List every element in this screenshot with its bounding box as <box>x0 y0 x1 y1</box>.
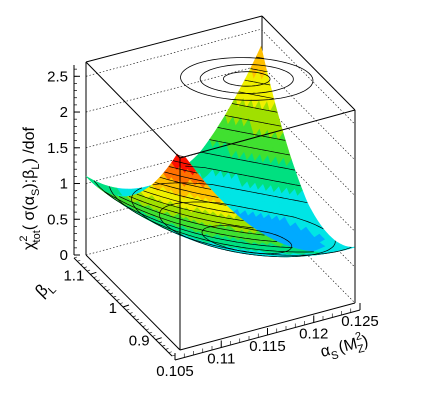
z-axis-title: χ2tot( σ(αS);βL) /dof <box>18 127 43 250</box>
y-minor-tick <box>165 348 169 350</box>
y-tick-label: 0.9 <box>129 333 150 350</box>
top-contours <box>180 57 314 101</box>
surface-contour-14 <box>168 166 198 174</box>
box-edge-floor-right <box>179 302 356 351</box>
y-minor-tick <box>162 344 166 347</box>
y-minor-tick <box>113 295 117 298</box>
y-minor-tick <box>122 305 127 308</box>
y-minor-tick <box>132 315 136 318</box>
y-minor-tick <box>86 269 91 272</box>
y-minor-tick <box>106 289 110 291</box>
y-minor-tick <box>103 286 107 288</box>
y-minor-tick <box>145 328 149 331</box>
box-edge-top-right <box>179 109 356 159</box>
y-minor-tick <box>168 351 172 354</box>
y-minor-tick <box>116 299 120 301</box>
surface-contour-12 <box>159 56 264 190</box>
gridline-3 <box>85 100 356 196</box>
z-tick-label: 2 <box>60 104 68 121</box>
y-minor-tick <box>149 331 153 334</box>
y-minor-tick <box>129 312 133 314</box>
y-minor-tick <box>77 259 81 262</box>
y-minor-tick <box>100 282 104 285</box>
y-minor-tick <box>109 292 114 295</box>
surface-contour-15 <box>172 160 191 166</box>
gridline-2 <box>85 136 356 232</box>
y-minor-tick <box>126 308 130 311</box>
gridline-5 <box>85 28 356 125</box>
top-contour-0 <box>223 71 271 87</box>
y-minor-tick <box>83 266 87 269</box>
surface-contour-4 <box>93 151 295 248</box>
x-tick-label: 0.115 <box>249 338 285 355</box>
z-axis: 0 0.5 1 1.5 2 2.5 <box>47 65 80 264</box>
top-contour-2 <box>180 57 314 101</box>
y-minor-tick <box>155 338 159 340</box>
x-axis: 0.105 0.11 0.115 0.12 0.125 <box>156 303 379 380</box>
top-contour-1 <box>199 64 294 94</box>
gridline-4 <box>85 64 356 161</box>
y-minor-tick <box>93 276 97 278</box>
x-axis-title: αS(M2Z) <box>318 329 371 365</box>
x-tick-label: 0.125 <box>341 313 379 330</box>
y-tick-label: 1.1 <box>63 267 84 284</box>
x-tick-label: 0.11 <box>207 351 235 368</box>
y-tick-label: 1 <box>109 300 117 317</box>
box-front <box>85 15 356 351</box>
y-axis-title: βL <box>31 276 59 304</box>
x-tick-label: 0.12 <box>299 326 328 343</box>
z-tick-label: 0.5 <box>47 211 68 228</box>
box-edge-back-top <box>85 15 263 63</box>
y-minor-tick <box>73 256 78 259</box>
gridline-0 <box>85 207 356 304</box>
z-tick-label: 1.5 <box>47 140 68 157</box>
y-minor-tick <box>139 322 143 324</box>
chi2-surface <box>85 45 356 258</box>
z-tick-label: 2.5 <box>47 68 68 85</box>
box-edge-top-back-right <box>261 15 356 111</box>
y-minor-tick <box>158 341 163 344</box>
surface-contour-11 <box>154 68 267 198</box>
y-minor-tick <box>142 325 146 327</box>
surface-contour-3 <box>109 165 314 253</box>
box-edge-floor-left <box>85 254 181 351</box>
y-minor-tick <box>96 279 100 282</box>
y-minor-tick <box>152 335 156 337</box>
y-minor-tick <box>80 263 84 265</box>
box-edge-top-left <box>85 61 181 159</box>
surface-contour-7 <box>128 115 282 229</box>
y-axis: 0.9 1 1.1 <box>63 256 176 357</box>
surface-contour-5 <box>104 139 290 243</box>
surface-contour-6 <box>119 127 286 236</box>
y-minor-tick <box>119 302 123 305</box>
y-minor-tick <box>135 318 140 321</box>
surface-contour-10 <box>149 79 271 206</box>
z-tick-label: 0 <box>60 247 68 264</box>
surface-contour-8 <box>136 103 278 222</box>
y-minor-tick <box>90 273 94 275</box>
x-tick-label: 0.105 <box>156 363 194 380</box>
surface-contour-9 <box>143 91 274 214</box>
z-tick-label: 1 <box>60 176 68 193</box>
surface-contour-13 <box>164 171 205 182</box>
